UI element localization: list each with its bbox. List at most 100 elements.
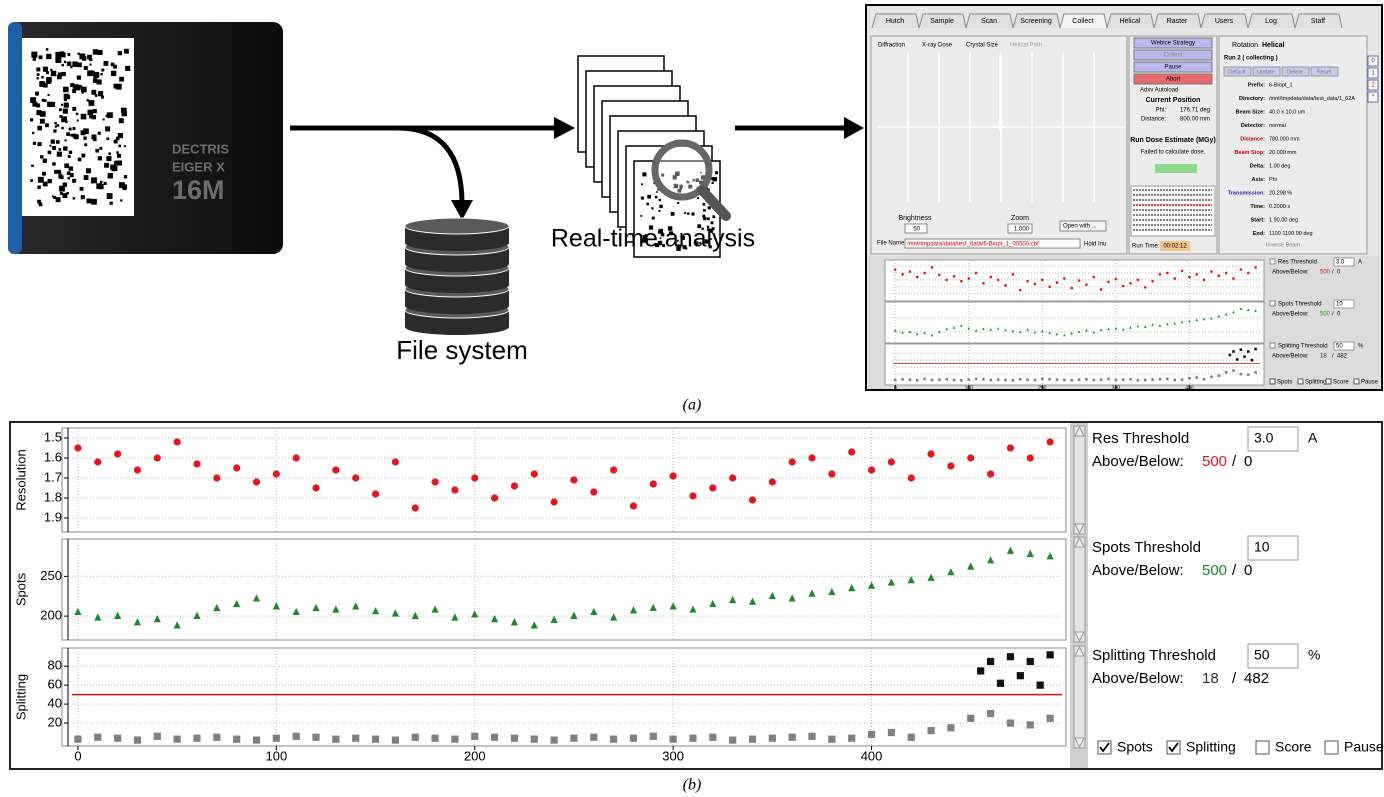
diffraction-spot bbox=[648, 225, 654, 230]
checkbox[interactable] bbox=[1269, 258, 1276, 265]
run-number[interactable] bbox=[1367, 55, 1379, 67]
point bbox=[471, 474, 479, 482]
threshold-label: Splitting Threshold bbox=[1278, 344, 1328, 350]
point bbox=[1099, 328, 1103, 332]
diffraction-spot bbox=[50, 70, 57, 77]
diffraction-pattern bbox=[30, 48, 131, 207]
diffraction-spot bbox=[80, 195, 85, 200]
run-number[interactable] bbox=[1367, 79, 1379, 91]
threshold-input[interactable] bbox=[1247, 426, 1299, 452]
button[interactable] bbox=[1310, 66, 1339, 77]
diffraction-spot bbox=[682, 245, 687, 250]
point bbox=[915, 332, 919, 336]
checkbox[interactable] bbox=[1269, 378, 1276, 385]
point bbox=[1046, 438, 1054, 446]
diffraction-spot bbox=[64, 139, 67, 142]
diffraction-spot bbox=[708, 245, 712, 249]
run-number[interactable] bbox=[1367, 67, 1379, 79]
threshold-input[interactable] bbox=[1247, 643, 1299, 669]
tab[interactable] bbox=[965, 13, 1014, 29]
threshold-input[interactable] bbox=[1333, 257, 1355, 267]
threshold-input[interactable] bbox=[1247, 535, 1299, 561]
scroll-down[interactable] bbox=[1074, 631, 1085, 643]
scrollbar[interactable] bbox=[1073, 536, 1086, 643]
run-number[interactable] bbox=[1367, 91, 1379, 103]
point bbox=[709, 599, 717, 608]
checkbox[interactable] bbox=[1353, 378, 1360, 385]
tab[interactable] bbox=[918, 13, 967, 29]
diffraction-spot bbox=[675, 171, 680, 176]
threshold-value: 3.0 bbox=[1254, 430, 1274, 446]
tab[interactable] bbox=[1059, 13, 1108, 29]
button[interactable] bbox=[1133, 49, 1213, 61]
button[interactable] bbox=[1133, 37, 1213, 49]
point bbox=[1217, 314, 1221, 318]
scroll-down[interactable] bbox=[1074, 523, 1085, 535]
diffraction-spot bbox=[657, 240, 663, 246]
diffraction-spot bbox=[642, 172, 647, 177]
point bbox=[490, 494, 499, 502]
point bbox=[1202, 377, 1206, 381]
point bbox=[550, 736, 558, 744]
point bbox=[996, 327, 1000, 330]
point bbox=[1246, 373, 1250, 377]
diffraction-spot bbox=[32, 57, 36, 61]
point bbox=[808, 732, 816, 740]
button[interactable] bbox=[1252, 66, 1281, 77]
tab[interactable] bbox=[1247, 13, 1296, 29]
button[interactable] bbox=[1133, 73, 1213, 85]
scroll-down[interactable] bbox=[1074, 737, 1085, 749]
scrollbar[interactable] bbox=[1073, 645, 1086, 749]
checkbox[interactable] bbox=[1325, 378, 1332, 385]
diffraction-spot bbox=[106, 193, 113, 200]
diffraction-spot bbox=[30, 97, 36, 104]
tab[interactable] bbox=[871, 13, 920, 29]
checkbox[interactable] bbox=[1297, 378, 1304, 385]
checkbox[interactable] bbox=[1269, 342, 1276, 349]
diffraction-spot bbox=[669, 231, 674, 236]
diffraction-spot bbox=[644, 238, 649, 243]
point bbox=[312, 484, 320, 492]
checkbox[interactable] bbox=[1269, 300, 1276, 307]
threshold-input[interactable] bbox=[1333, 299, 1355, 309]
diffraction-spot bbox=[101, 68, 105, 72]
button[interactable] bbox=[1223, 66, 1252, 77]
dropdown[interactable] bbox=[1059, 220, 1107, 232]
point bbox=[173, 621, 181, 629]
button[interactable] bbox=[1133, 61, 1213, 73]
diffraction-spot bbox=[110, 70, 117, 77]
point bbox=[1239, 307, 1243, 310]
tab[interactable] bbox=[1294, 13, 1343, 29]
diffraction-spot bbox=[647, 194, 652, 199]
scroll-up[interactable] bbox=[1074, 536, 1085, 548]
diffraction-spot bbox=[96, 79, 102, 85]
diffraction-spot bbox=[88, 100, 95, 106]
scroll-up[interactable] bbox=[1074, 425, 1085, 437]
divider: / bbox=[1332, 354, 1334, 360]
point bbox=[1004, 328, 1007, 332]
screenshot-content: Hutch Sample Scan Screening Collect Helical Ra… bbox=[870, 13, 1379, 255]
point bbox=[945, 278, 948, 282]
scroll-up[interactable] bbox=[1074, 645, 1085, 657]
tab[interactable] bbox=[1106, 13, 1155, 29]
diffraction-spot bbox=[36, 103, 41, 108]
field-label: Start: bbox=[1251, 217, 1266, 223]
message: Failed to calculate dose. bbox=[1141, 150, 1206, 156]
point bbox=[1188, 376, 1191, 380]
scrollbar[interactable] bbox=[1073, 425, 1086, 535]
checkbox[interactable] bbox=[1324, 740, 1339, 755]
button[interactable] bbox=[1281, 66, 1310, 77]
tab[interactable] bbox=[1012, 13, 1061, 29]
checkbox[interactable] bbox=[1255, 740, 1270, 755]
point bbox=[1195, 273, 1199, 276]
tab[interactable] bbox=[1153, 13, 1202, 29]
point bbox=[1224, 271, 1228, 275]
diffraction-spot bbox=[54, 121, 57, 125]
button[interactable] bbox=[1155, 164, 1197, 173]
tab[interactable] bbox=[1200, 13, 1249, 29]
point bbox=[411, 504, 419, 512]
diffraction-spot bbox=[687, 181, 690, 184]
point bbox=[431, 478, 439, 486]
threshold-input[interactable] bbox=[1333, 341, 1355, 351]
diffraction-spot bbox=[30, 179, 33, 182]
